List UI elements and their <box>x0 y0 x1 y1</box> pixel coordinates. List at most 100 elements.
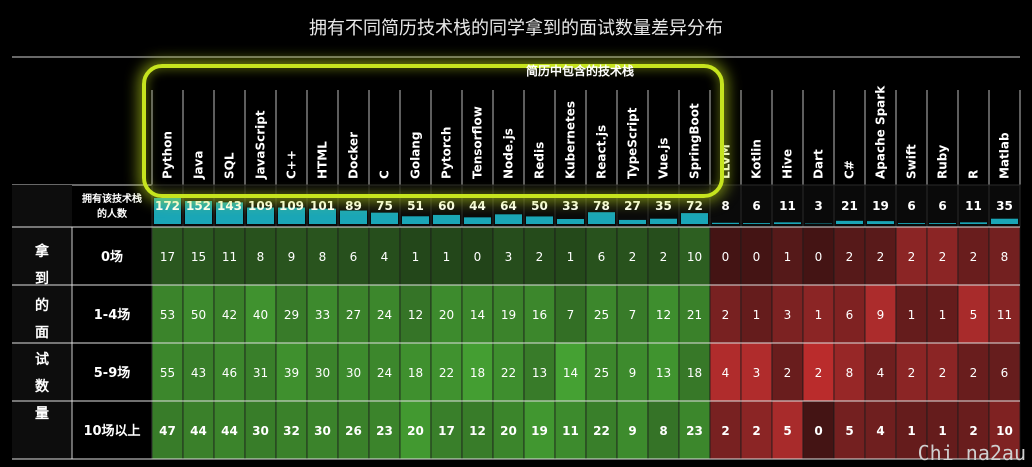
row-label: 1-4场 <box>94 308 131 323</box>
cell-value: 16 <box>532 308 547 322</box>
cell-value: 1 <box>815 308 823 322</box>
count-bar <box>619 219 646 224</box>
row-axis-label-char: 试 <box>35 351 49 368</box>
count-value: 19 <box>872 199 889 213</box>
count-value: 78 <box>593 199 610 213</box>
cell-value: 11 <box>997 308 1012 322</box>
count-value: 8 <box>721 199 729 213</box>
cell-value: 0 <box>753 250 761 264</box>
heat-cell <box>523 342 556 402</box>
cell-value: 1 <box>939 308 947 322</box>
heat-cell <box>275 400 308 460</box>
cell-value: 5 <box>970 308 978 322</box>
heat-cell <box>926 226 959 286</box>
cell-value: 3 <box>505 250 513 264</box>
count-value: 11 <box>965 199 982 213</box>
count-bar <box>743 223 770 224</box>
cell-value: 2 <box>722 308 730 322</box>
cell-value: 27 <box>346 308 361 322</box>
cell-value: 10 <box>996 424 1013 438</box>
row-axis-label-char: 到 <box>35 271 49 287</box>
column-label: Kubernetes <box>564 101 578 179</box>
cell-value: 2 <box>908 366 916 380</box>
count-bar <box>712 222 739 224</box>
row-axis-label-char: 的 <box>35 297 49 314</box>
count-value: 11 <box>779 199 796 213</box>
heat-cell <box>709 226 742 286</box>
count-value: 75 <box>376 199 393 213</box>
count-value: 44 <box>469 199 486 213</box>
cell-value: 6 <box>598 250 606 264</box>
cell-value: 2 <box>969 424 977 438</box>
cell-value: 4 <box>876 424 884 438</box>
cell-value: 3 <box>784 308 792 322</box>
cell-value: 2 <box>752 424 760 438</box>
count-bar <box>216 202 243 224</box>
cell-value: 12 <box>469 424 486 438</box>
heat-cell <box>182 284 215 344</box>
count-cell <box>957 184 990 228</box>
cell-value: 14 <box>563 366 578 380</box>
count-cell <box>926 184 959 228</box>
column-label: SpringBoot <box>688 103 702 179</box>
heat-cell <box>399 284 432 344</box>
heat-cell <box>213 284 246 344</box>
watermark: Chi na2au <box>917 441 1026 465</box>
heat-cell <box>368 342 401 402</box>
column-label: HTML <box>316 141 330 179</box>
cell-value: 2 <box>536 250 544 264</box>
group-label: 简历中包含的技术栈 <box>525 64 634 78</box>
heat-cell <box>554 226 587 286</box>
count-bar <box>247 207 274 224</box>
column-label: Redis <box>533 142 547 179</box>
cell-value: 1 <box>412 250 420 264</box>
count-value: 152 <box>186 199 211 213</box>
cell-value: 31 <box>253 366 268 380</box>
column-label: TypeScript <box>626 107 640 179</box>
cell-value: 2 <box>846 250 854 264</box>
count-cell <box>802 184 835 228</box>
cell-value: 30 <box>346 366 361 380</box>
count-value: 172 <box>155 199 180 213</box>
heat-cell <box>430 284 463 344</box>
heat-cell <box>182 226 215 286</box>
cell-value: 55 <box>160 366 175 380</box>
row-label-cell <box>71 284 153 344</box>
count-value: 33 <box>562 199 579 213</box>
count-cell <box>833 184 866 228</box>
cell-value: 23 <box>376 424 393 438</box>
row-axis-label-char: 拿 <box>34 243 50 260</box>
count-bar <box>464 217 491 224</box>
column-label: R <box>967 170 981 179</box>
row-label: 5-9场 <box>94 366 131 381</box>
cell-value: 44 <box>221 424 238 438</box>
heat-cell <box>337 284 370 344</box>
cell-value: 19 <box>531 424 548 438</box>
count-value: 35 <box>655 199 672 213</box>
cell-value: 4 <box>722 366 730 380</box>
count-bar <box>991 218 1018 224</box>
count-bar <box>588 212 615 224</box>
cell-value: 0 <box>474 250 482 264</box>
cell-value: 25 <box>594 366 609 380</box>
cell-value: 12 <box>656 308 671 322</box>
count-value: 101 <box>310 199 335 213</box>
row-axis-label-char: 面 <box>35 325 49 341</box>
cell-value: 44 <box>190 424 207 438</box>
count-value: 3 <box>814 199 822 213</box>
column-label: Matlab <box>998 132 1012 179</box>
cell-value: 9 <box>628 424 636 438</box>
heat-cell <box>678 400 711 460</box>
heat-cell <box>306 400 339 460</box>
cell-value: 2 <box>939 366 947 380</box>
heat-cell <box>833 226 866 286</box>
count-bar <box>960 222 987 224</box>
cell-value: 10 <box>687 250 702 264</box>
count-bar <box>774 222 801 224</box>
cell-value: 22 <box>501 366 516 380</box>
cell-value: 25 <box>594 308 609 322</box>
count-bar <box>650 218 677 224</box>
heat-cell <box>616 284 649 344</box>
cell-value: 3 <box>753 366 761 380</box>
heat-cell <box>833 284 866 344</box>
